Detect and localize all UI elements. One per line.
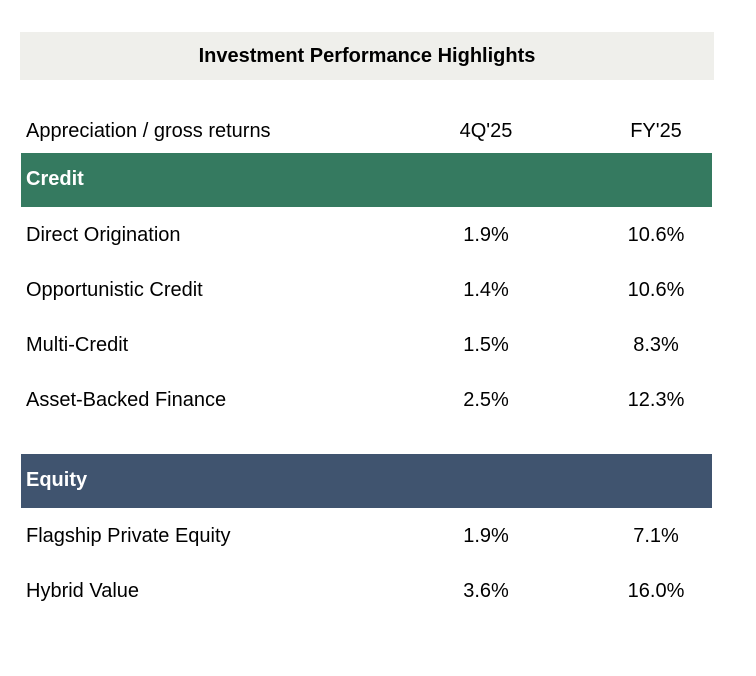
row-value-4q25: 1.5%: [463, 334, 509, 356]
section-credit: Credit: [21, 153, 712, 207]
table-row: Multi-Credit 1.5% 8.3%: [20, 330, 712, 360]
row-value-fy25: 16.0%: [627, 580, 685, 602]
row-value-fy25: 12.3%: [627, 389, 685, 411]
title-bar: Investment Performance Highlights: [20, 32, 714, 80]
row-label: Hybrid Value: [26, 580, 140, 602]
row-value-fy25: 8.3%: [633, 334, 679, 356]
table-row: Flagship Private Equity 1.9% 7.1%: [20, 521, 712, 551]
table-row: Direct Origination 1.9% 10.6%: [20, 220, 712, 250]
row-value-4q25: 1.9%: [463, 525, 509, 547]
row-label: Flagship Private Equity: [26, 525, 231, 547]
row-label: Asset-Backed Finance: [26, 389, 227, 411]
column-header-label: Appreciation / gross returns: [26, 120, 271, 142]
row-label: Direct Origination: [26, 224, 181, 246]
row-value-4q25: 2.5%: [463, 389, 509, 411]
table-row: Opportunistic Credit 1.4% 10.6%: [20, 275, 712, 305]
section-credit-label: Credit: [26, 167, 84, 190]
row-value-fy25: 10.6%: [627, 279, 685, 301]
row-label: Multi-Credit: [26, 334, 129, 356]
row-value-4q25: 3.6%: [463, 580, 509, 602]
page-title: Investment Performance Highlights: [198, 44, 536, 67]
column-header-fy25: FY'25: [630, 120, 682, 142]
row-value-4q25: 1.4%: [463, 279, 509, 301]
row-value-fy25: 10.6%: [627, 224, 685, 246]
row-label: Opportunistic Credit: [26, 279, 203, 301]
row-value-4q25: 1.9%: [463, 224, 509, 246]
table-row: Hybrid Value 3.6% 16.0%: [20, 576, 712, 606]
column-header-row: Appreciation / gross returns 4Q'25 FY'25: [20, 116, 712, 146]
section-equity-label: Equity: [26, 468, 88, 491]
column-header-4q25: 4Q'25: [459, 120, 513, 142]
section-equity: Equity: [21, 454, 712, 508]
row-value-fy25: 7.1%: [633, 525, 679, 547]
table-row: Asset-Backed Finance 2.5% 12.3%: [20, 385, 712, 415]
